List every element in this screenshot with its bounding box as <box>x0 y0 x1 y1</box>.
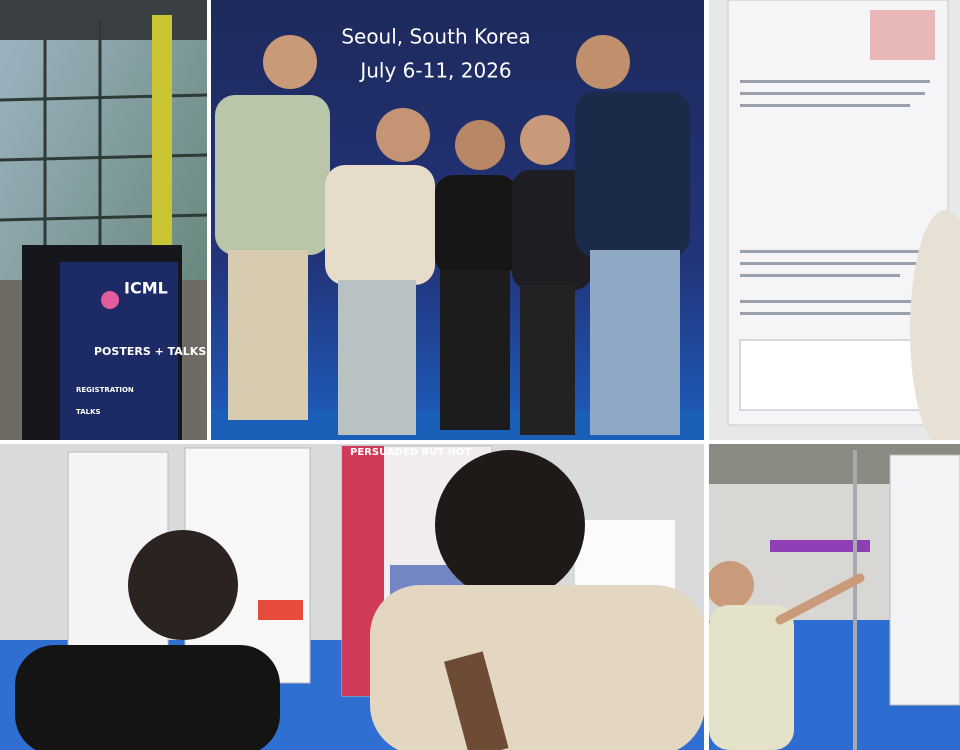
kiosk-headline: POSTERS + TALKS <box>94 345 206 358</box>
kiosk-logo: ICML <box>124 279 168 298</box>
banner-location: Seoul, South Korea <box>341 25 530 49</box>
photo-group: Seoul, South Korea July 6-11, 2026 <box>211 0 704 440</box>
banner-dates: July 6-11, 2026 <box>358 59 511 83</box>
photo-hall: ICML POSTERS + TALKS REGISTRATION TALKS <box>0 0 207 440</box>
kiosk-section: TALKS <box>76 408 101 416</box>
photo-poster-closeup <box>709 0 960 440</box>
people <box>215 35 690 435</box>
photo-presenter <box>709 444 960 750</box>
photo-poster-hall: PERSUADED BUT NOT <box>0 444 704 750</box>
poster-title: PERSUADED BUT NOT <box>350 447 471 458</box>
kiosk-section: REGISTRATION <box>76 386 134 394</box>
